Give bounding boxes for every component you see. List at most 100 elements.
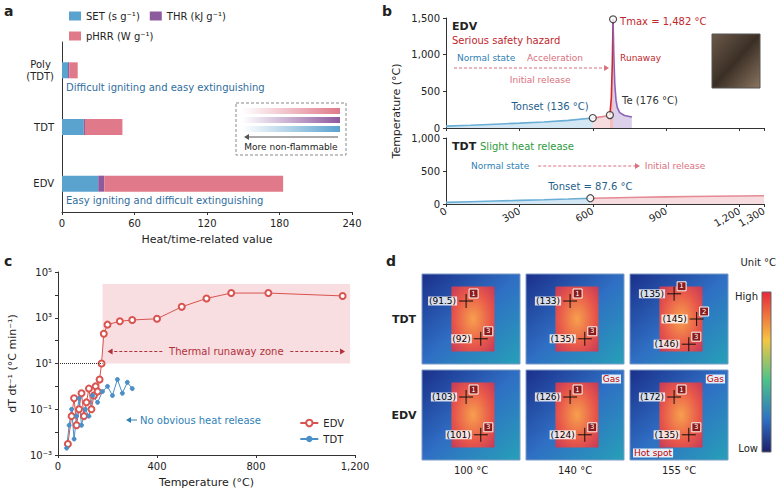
svg-text:(135): (135) — [655, 430, 679, 440]
svg-text:THR (kJ g⁻¹): THR (kJ g⁻¹) — [166, 11, 226, 22]
svg-text:3: 3 — [694, 333, 698, 341]
svg-text:SET (s g⁻¹): SET (s g⁻¹) — [86, 11, 140, 22]
svg-text:10⁻¹: 10⁻¹ — [30, 404, 52, 415]
svg-text:Low: Low — [738, 443, 758, 454]
svg-text:400: 400 — [147, 461, 166, 472]
svg-text:3: 3 — [590, 327, 594, 335]
svg-text:Gas: Gas — [603, 374, 620, 384]
svg-text:Acceleration: Acceleration — [527, 53, 583, 63]
svg-text:Normal state: Normal state — [457, 53, 516, 63]
svg-text:Thermal runaway zone: Thermal runaway zone — [168, 346, 284, 357]
svg-text:120: 120 — [197, 218, 216, 229]
svg-text:No obvious heat release: No obvious heat release — [140, 415, 261, 426]
svg-text:600: 600 — [574, 205, 596, 224]
svg-text:Temperature (°C): Temperature (°C) — [158, 476, 254, 489]
svg-text:TDT: TDT — [392, 313, 417, 326]
svg-text:EDV: EDV — [391, 409, 417, 422]
svg-text:900: 900 — [647, 205, 669, 224]
svg-text:800: 800 — [246, 461, 265, 472]
svg-text:Poly: Poly — [30, 59, 54, 70]
svg-text:0: 0 — [433, 198, 440, 210]
svg-text:Initial release: Initial release — [645, 161, 706, 171]
svg-text:More non-flammable: More non-flammable — [244, 142, 338, 152]
svg-text:Difficult igniting and easy ex: Difficult igniting and easy extinguishin… — [66, 82, 265, 93]
svg-text:(103): (103) — [432, 392, 456, 402]
svg-text:Initial release: Initial release — [510, 75, 571, 85]
svg-text:dT dt⁻¹ (°C min⁻¹): dT dt⁻¹ (°C min⁻¹) — [6, 314, 19, 412]
svg-text:Runaway: Runaway — [620, 53, 662, 63]
svg-text:(172): (172) — [640, 392, 664, 402]
svg-text:100 °C: 100 °C — [454, 465, 488, 476]
svg-text:10¹: 10¹ — [35, 358, 52, 369]
svg-text:1,200: 1,200 — [341, 461, 370, 472]
svg-text:Hot spot: Hot spot — [634, 448, 673, 458]
svg-text:d: d — [386, 253, 396, 269]
svg-text:Serious safety hazard: Serious safety hazard — [452, 35, 560, 46]
svg-text:Gas: Gas — [707, 374, 724, 384]
svg-text:10³: 10³ — [35, 312, 52, 323]
svg-text:Slight heat release: Slight heat release — [480, 141, 574, 152]
svg-text:EDV: EDV — [33, 178, 54, 189]
svg-text:500: 500 — [421, 166, 440, 177]
svg-text:1,000: 1,000 — [411, 133, 440, 144]
svg-text:(135): (135) — [640, 289, 664, 299]
svg-text:Normal state: Normal state — [471, 161, 530, 171]
svg-text:1,200: 1,200 — [712, 205, 742, 229]
svg-text:1: 1 — [679, 386, 683, 394]
svg-text:(145): (145) — [662, 314, 686, 324]
svg-text:240: 240 — [342, 218, 361, 229]
svg-text:EDV: EDV — [452, 20, 478, 33]
svg-text:pHRR (W g⁻¹): pHRR (W g⁻¹) — [86, 31, 154, 42]
svg-text:3: 3 — [486, 423, 490, 431]
svg-text:3: 3 — [694, 423, 698, 431]
svg-text:0: 0 — [433, 122, 440, 134]
svg-text:(91.5): (91.5) — [429, 296, 456, 306]
svg-text:TDT: TDT — [452, 140, 477, 153]
svg-text:b: b — [382, 3, 392, 19]
svg-text:a: a — [4, 3, 13, 19]
svg-text:500: 500 — [421, 86, 440, 97]
svg-text:TDT: TDT — [33, 122, 55, 133]
svg-text:Temperature (°C): Temperature (°C) — [390, 64, 403, 160]
svg-text:2: 2 — [702, 308, 706, 316]
svg-text:Tmax = 1,482 °C: Tmax = 1,482 °C — [619, 16, 706, 27]
svg-text:(101): (101) — [447, 430, 471, 440]
svg-text:Unit °C: Unit °C — [740, 257, 776, 268]
svg-text:(126): (126) — [536, 392, 560, 402]
svg-text:1: 1 — [471, 290, 475, 298]
svg-text:140 °C: 140 °C — [558, 465, 592, 476]
svg-text:1: 1 — [471, 386, 475, 394]
svg-text:1: 1 — [575, 386, 579, 394]
svg-text:(133): (133) — [536, 296, 560, 306]
svg-text:60: 60 — [128, 218, 141, 229]
svg-text:(146): (146) — [655, 339, 679, 349]
svg-text:0: 0 — [55, 461, 61, 472]
svg-text:180: 180 — [270, 218, 289, 229]
svg-text:Easy igniting and difficult ex: Easy igniting and difficult extinguishin… — [66, 195, 263, 206]
svg-text:Heat/time-related value: Heat/time-related value — [141, 233, 272, 246]
svg-text:c: c — [4, 253, 12, 269]
svg-text:3: 3 — [486, 327, 490, 335]
svg-text:300: 300 — [500, 205, 522, 224]
svg-text:TDT: TDT — [322, 434, 344, 445]
svg-text:3: 3 — [590, 423, 594, 431]
svg-text:1: 1 — [679, 282, 683, 290]
svg-text:Tonset (136 °C): Tonset (136 °C) — [510, 101, 588, 112]
svg-text:(124): (124) — [551, 430, 575, 440]
svg-text:10⁻³: 10⁻³ — [30, 450, 52, 461]
svg-text:Tonset = 87.6 °C: Tonset = 87.6 °C — [547, 181, 632, 192]
svg-text:EDV: EDV — [323, 418, 344, 429]
svg-text:High: High — [735, 291, 758, 302]
svg-text:0: 0 — [438, 205, 449, 218]
svg-text:(92): (92) — [452, 334, 470, 344]
svg-text:(TDT): (TDT) — [26, 71, 54, 82]
svg-text:(135): (135) — [551, 334, 575, 344]
svg-text:0: 0 — [59, 218, 65, 229]
svg-text:1,000: 1,000 — [411, 49, 440, 60]
svg-text:1: 1 — [575, 290, 579, 298]
svg-text:10⁵: 10⁵ — [35, 267, 52, 278]
svg-text:1,500: 1,500 — [411, 13, 440, 24]
svg-text:1,300: 1,300 — [736, 205, 766, 229]
svg-text:155 °C: 155 °C — [662, 465, 696, 476]
svg-text:Te (176 °C): Te (176 °C) — [621, 95, 678, 106]
